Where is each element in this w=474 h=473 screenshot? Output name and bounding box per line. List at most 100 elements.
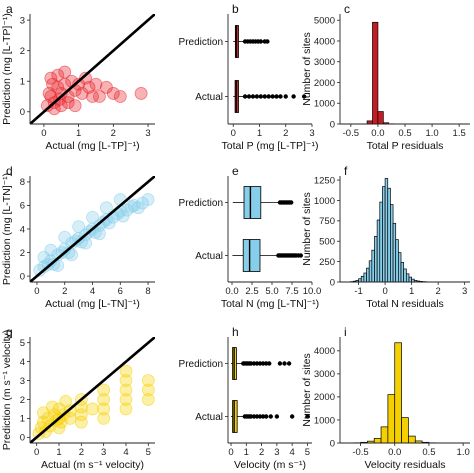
scatter-point [74,408,88,422]
x-tick-label: 4 [289,447,294,458]
outlier-point [242,94,248,99]
panel-letter: a [6,2,13,16]
x-tick-label: -1 [354,286,362,297]
outlier-point [250,94,256,99]
outlier-point [268,414,273,419]
y-axis-title: Prediction (mg [L-TP]⁻¹) [1,13,13,125]
x-tick-label: 10.0 [303,286,322,297]
x-tick-label: 2 [283,128,288,139]
x-tick-label: 2 [259,447,264,458]
plot-area [30,176,155,282]
y-tick-label: 2000 [314,392,335,403]
x-tick-label: 2 [79,447,84,458]
x-tick-label: 3 [145,128,150,139]
outlier-point [277,361,283,366]
x-tick-label: 6 [118,286,123,297]
scatter-point [93,90,106,103]
panel-letter: b [232,2,239,16]
histogram-bar [380,426,389,443]
panel-f: f -1 0 1 2 3 0 250 500 750 1000 1250 Total N residua… [301,164,470,310]
x-axis-title: Total N (mg [L-TN]⁻¹) [221,298,319,310]
histogram-bar [403,268,407,282]
scatter-point [134,87,148,100]
box-prediction [232,186,294,219]
x-axis-title: Velocity residuals [364,459,445,471]
box-prediction [233,25,270,58]
histogram-bar [358,278,362,282]
x-tick-label: 0 [231,128,236,139]
x-tick-label: 0.5 [422,447,435,458]
y-tick-label: 3000 [314,369,335,380]
box-actual [232,239,303,272]
outlier-point [270,94,275,99]
scatter-point [58,65,72,79]
y-tick-label: 4 [20,357,25,368]
outlier-point [289,414,295,419]
outlier-point [291,94,296,99]
scatter-point [59,394,73,408]
plot-area [353,342,437,443]
x-tick-label: 2 [62,286,67,297]
scatter-point [58,230,72,244]
y-tick-label: 0 [20,433,25,444]
x-tick-label: 3 [274,447,279,458]
scatter-point [45,400,59,414]
y-tick-label: 2 [20,248,25,259]
outlier-point [251,361,257,366]
outlier-point [260,361,266,366]
outlier-point [263,414,269,419]
panel-letter: c [344,2,350,16]
x-tick-label: 0.5 [398,128,411,139]
x-tick-label: 1.0 [425,128,438,139]
histogram-bar [387,394,396,443]
plot-area [361,21,395,124]
y-tick-label: 4000 [314,346,335,357]
outlier-point [286,361,292,366]
x-tick-label: 0 [382,286,387,297]
outlier-point [262,94,267,99]
y-tick-label: 250 [319,257,335,268]
outlier-point [260,414,266,419]
x-tick-label: 5 [146,447,151,458]
category-label: Actual [195,92,223,103]
plot-area [30,337,155,443]
outlier-point [282,361,287,366]
x-tick-label: 5 [305,447,310,458]
scatter-point [97,411,111,425]
histogram-bar [371,249,375,282]
outlier-point [254,94,260,99]
panel-a: a 0 1 2 3 0 1 2 3 Actual (mg [L-TP]⁻¹) Prediction … [1,2,155,152]
y-axis-title: Prediction (m s⁻¹ velocity) [1,330,13,450]
scatter-point [97,393,111,406]
box-iqr [243,186,262,219]
scatter-point [86,90,99,103]
outlier-point [258,39,264,44]
y-tick-label: 1 [20,77,25,88]
panel-letter: e [232,164,239,178]
x-tick-label: 1 [56,447,61,458]
scatter-point [65,248,79,262]
scatter-point [141,393,155,406]
x-tick-label: 0.0 [388,447,401,458]
outlier-point [305,414,310,419]
outlier-point [248,361,254,366]
category-label: Actual [195,251,223,262]
box-actual [233,80,307,113]
y-tick-label: 4000 [314,36,335,47]
y-tick-label: 2 [20,46,25,57]
scatter-point [119,402,133,416]
scatter-point [93,227,106,241]
outlier-point [274,94,279,99]
y-tick-label: 0 [20,107,25,118]
panel-letter: d [6,164,13,178]
y-tick-label: 1 [20,414,25,425]
histogram-bar [398,252,402,282]
x-tick-label: 4 [123,447,128,458]
y-tick-label: 3 [20,376,25,387]
histogram-bar [374,235,378,282]
y-tick-label: 750 [319,216,335,227]
outlier-point [266,94,271,99]
y-tick-label: 4 [20,224,25,235]
